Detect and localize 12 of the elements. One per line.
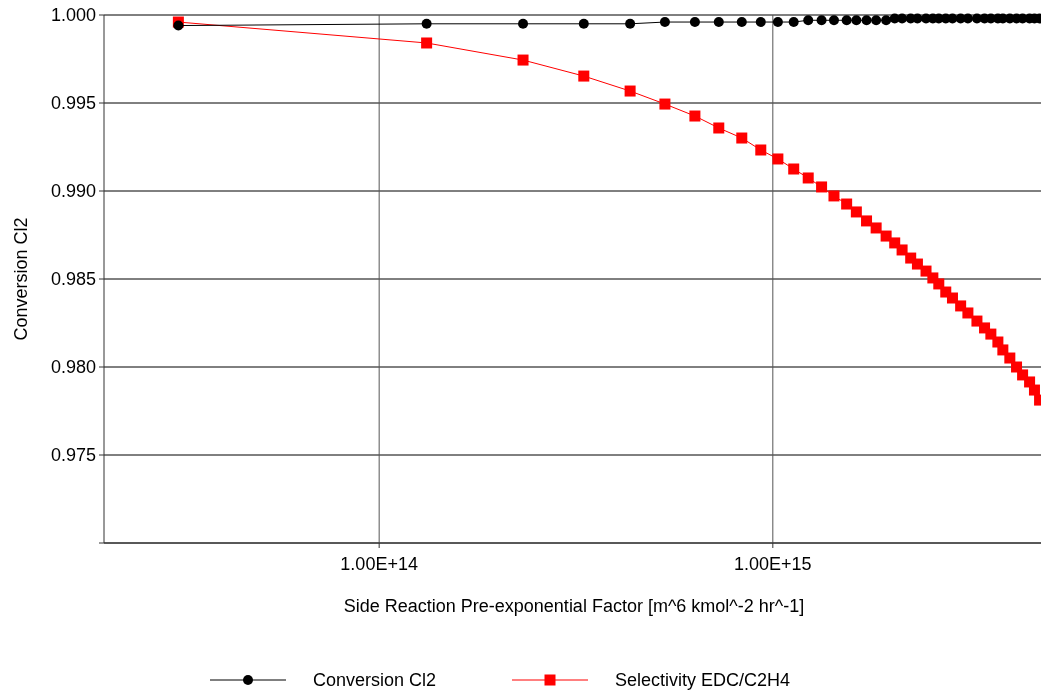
y-tick-label: 1.000 xyxy=(50,5,96,26)
y-tick-label: 0.980 xyxy=(50,357,96,378)
x-axis-title: Side Reaction Pre-exponential Factor [m^6 kmol^-2 hr^-1] xyxy=(343,596,805,616)
legend-label: Conversion Cl2 xyxy=(313,670,437,691)
y-tick-label: 0.985 xyxy=(50,269,96,290)
y-tick-label: 0.995 xyxy=(50,93,96,114)
y-axis-title: Conversion Cl2 xyxy=(11,217,31,341)
legend-label: Selectivity EDC/C2H4 xyxy=(615,670,791,691)
y-tick-label: 0.975 xyxy=(50,445,96,466)
x-tick-label: 1.00E+15 xyxy=(734,554,812,574)
y-tick-label: 0.990 xyxy=(50,181,96,202)
x-tick-label: 1.00E+14 xyxy=(340,554,418,574)
